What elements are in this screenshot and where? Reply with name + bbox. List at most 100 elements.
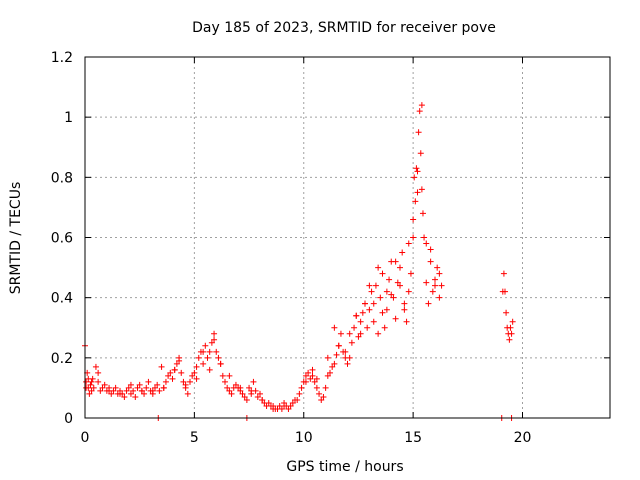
data-point (379, 309, 386, 316)
data-point (270, 402, 277, 409)
x-tick-label: 15 (404, 430, 422, 446)
data-point (125, 384, 132, 391)
data-point (427, 258, 434, 265)
data-point (329, 363, 336, 370)
data-point (405, 288, 412, 295)
data-point (502, 288, 508, 295)
data-point (432, 282, 438, 289)
data-point (106, 387, 113, 394)
data-point (169, 375, 176, 382)
data-point (403, 318, 410, 325)
data-point (85, 375, 92, 382)
data-point (405, 240, 412, 247)
data-point (184, 390, 191, 397)
data-point (364, 324, 371, 331)
data-point (413, 165, 420, 172)
data-point (342, 348, 349, 355)
data-point (434, 264, 441, 271)
data-point (508, 330, 515, 337)
data-point (211, 330, 218, 337)
data-point (388, 291, 395, 298)
data-point (202, 342, 209, 349)
data-point (250, 378, 257, 385)
data-point (415, 129, 422, 136)
data-point (254, 393, 261, 400)
data-point (397, 282, 403, 289)
data-point (232, 381, 239, 388)
data-point (506, 336, 513, 343)
data-point (320, 393, 327, 400)
data-point (383, 288, 390, 295)
data-point (370, 300, 377, 307)
chart-title: Day 185 of 2023, SRMTID for receiver pov… (192, 20, 496, 36)
data-point (331, 324, 338, 331)
data-point (265, 399, 272, 406)
data-point (193, 375, 200, 382)
data-point (375, 264, 382, 271)
data-point (429, 288, 436, 295)
data-series (82, 102, 516, 421)
data-point (206, 348, 213, 355)
data-point (500, 270, 507, 277)
data-point (92, 363, 99, 370)
data-point (90, 384, 97, 391)
data-point (145, 378, 152, 385)
data-point (143, 384, 150, 391)
data-point (324, 372, 331, 379)
data-point (414, 189, 421, 196)
data-point (97, 387, 104, 394)
data-point (401, 300, 408, 307)
data-point (289, 399, 296, 406)
data-point (503, 309, 510, 316)
data-point (156, 387, 163, 394)
data-point (333, 351, 340, 358)
data-point (366, 282, 373, 289)
y-tick-label: 1.2 (51, 50, 73, 66)
data-point (239, 390, 246, 397)
data-point (200, 360, 207, 367)
data-point (187, 378, 193, 385)
data-point (418, 102, 425, 109)
data-point (149, 387, 156, 394)
data-point (372, 282, 379, 289)
data-point (421, 234, 428, 241)
data-point (394, 279, 401, 286)
data-point (117, 390, 123, 397)
data-point (509, 318, 516, 325)
data-point (88, 378, 95, 385)
data-point (418, 186, 425, 193)
data-point (318, 396, 325, 403)
data-point (95, 369, 102, 376)
data-point (359, 309, 366, 316)
y-tick-label: 0.2 (51, 351, 73, 367)
data-point (162, 378, 169, 385)
data-point (152, 384, 158, 391)
y-tick-label: 0.8 (51, 170, 73, 186)
data-point (173, 360, 180, 367)
data-point (215, 354, 222, 361)
data-point (141, 390, 148, 397)
data-point (86, 390, 93, 397)
data-point (305, 369, 312, 376)
data-point (160, 384, 167, 391)
x-tick-label: 20 (514, 430, 532, 446)
data-point (327, 369, 333, 376)
tick-labels: 0 0.2 0.4 0.6 0.8 1 1.2 0 5 10 15 20 (51, 50, 610, 446)
data-point (123, 387, 130, 394)
data-point (101, 381, 108, 388)
data-point (298, 384, 305, 391)
data-point (167, 369, 174, 376)
data-point (193, 363, 200, 370)
data-point (204, 354, 211, 361)
data-point (248, 387, 255, 394)
data-point (222, 378, 228, 385)
data-point (182, 381, 189, 388)
data-point (366, 306, 373, 313)
data-point (370, 318, 377, 325)
data-point (287, 402, 294, 409)
data-point (83, 384, 90, 391)
data-point (335, 342, 342, 349)
data-point (134, 384, 141, 391)
data-point (226, 387, 233, 394)
